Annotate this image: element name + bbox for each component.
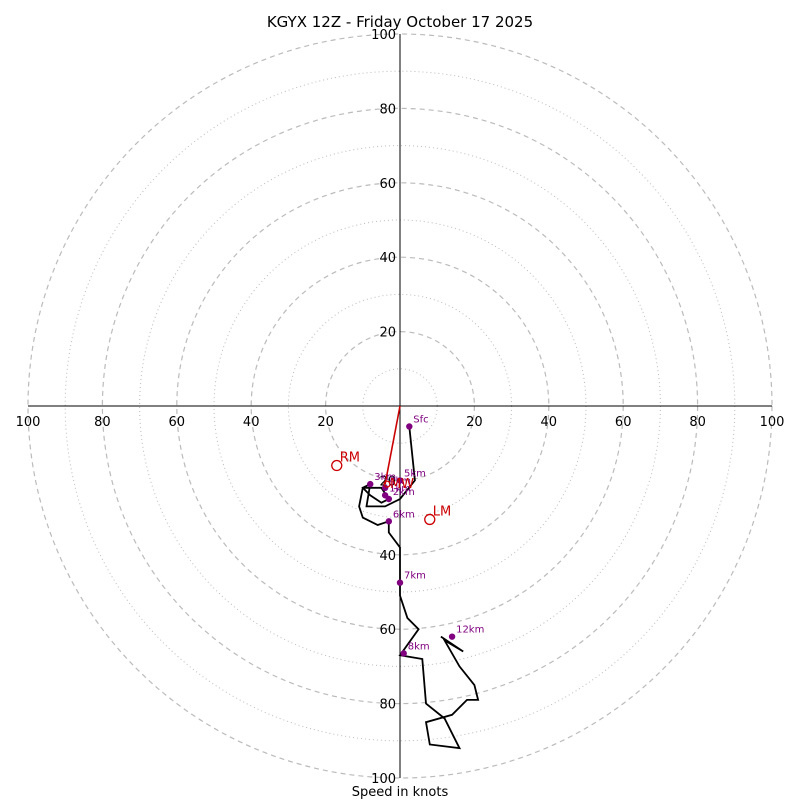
x-tick-label: 40 (243, 415, 260, 430)
y-tick-label: 100 (371, 28, 396, 43)
x-tick-label: 60 (169, 415, 186, 430)
hodograph-trace-group (358, 426, 480, 750)
storm-motion-label: LM (433, 504, 451, 519)
x-tick-label: 80 (94, 415, 111, 430)
height-marker-dot (396, 579, 404, 586)
x-tick-label: 40 (541, 415, 558, 430)
height-marker-label: 6km (393, 509, 415, 520)
y-tick-label: 60 (379, 177, 396, 192)
y-tick-label: 80 (379, 102, 396, 117)
chart-title: KGYX 12Z - Friday October 17 2025 (267, 13, 533, 31)
y-tick-label: 100 (371, 772, 396, 787)
height-markers: Sfc1km2km3km4km5km6km7km8km12km (367, 414, 484, 657)
height-marker-label: 1km (389, 483, 411, 494)
height-marker-label: 5km (404, 468, 426, 479)
y-tick-label: 80 (379, 698, 396, 713)
y-tick-label: 40 (379, 251, 396, 266)
height-marker-dot (367, 480, 374, 488)
height-marker-dot (385, 495, 393, 503)
shear-vector-line (384, 405, 401, 485)
shear-vector-group (384, 405, 401, 485)
height-marker-dot (406, 423, 413, 430)
height-marker-label: 8km (408, 641, 430, 652)
height-marker-label: Sfc (413, 414, 428, 425)
hodograph-trace (358, 426, 480, 750)
height-marker-dot (448, 633, 456, 640)
mean-wind-marker (383, 480, 391, 488)
height-marker-dot (396, 477, 404, 484)
tick-labels: 100 80 60 40 20 20 40 60 80 100100806040202040608… (16, 28, 785, 787)
x-tick-label: 20 (466, 415, 483, 430)
storm-motion-marker (331, 459, 343, 472)
x-tick-label: 20 (317, 415, 334, 430)
height-marker-dot (385, 518, 393, 525)
height-marker-label: 12km (456, 625, 484, 636)
x-tick-label: 60 (615, 415, 632, 430)
height-marker-label: 3km (374, 472, 396, 483)
height-marker-label: 2km (393, 487, 415, 498)
y-tick-label: 60 (379, 623, 396, 638)
storm-motion-marker (424, 513, 436, 526)
storm-motion-label: RM (340, 451, 360, 466)
y-tick-label: 20 (379, 326, 396, 341)
x-tick-label: 80 (689, 415, 706, 430)
height-marker-dot (381, 484, 389, 492)
storm-motion-markers: RM LM MW (331, 451, 451, 526)
y-tick-label: 40 (379, 549, 396, 564)
x-axis-label: Speed in knots (352, 785, 449, 800)
x-tick-label: 100 (760, 415, 785, 430)
mean-wind-label: MW (390, 477, 414, 492)
x-tick-label: 100 (16, 415, 41, 430)
height-marker-label: 7km (404, 571, 426, 582)
height-marker-dot (400, 650, 407, 657)
